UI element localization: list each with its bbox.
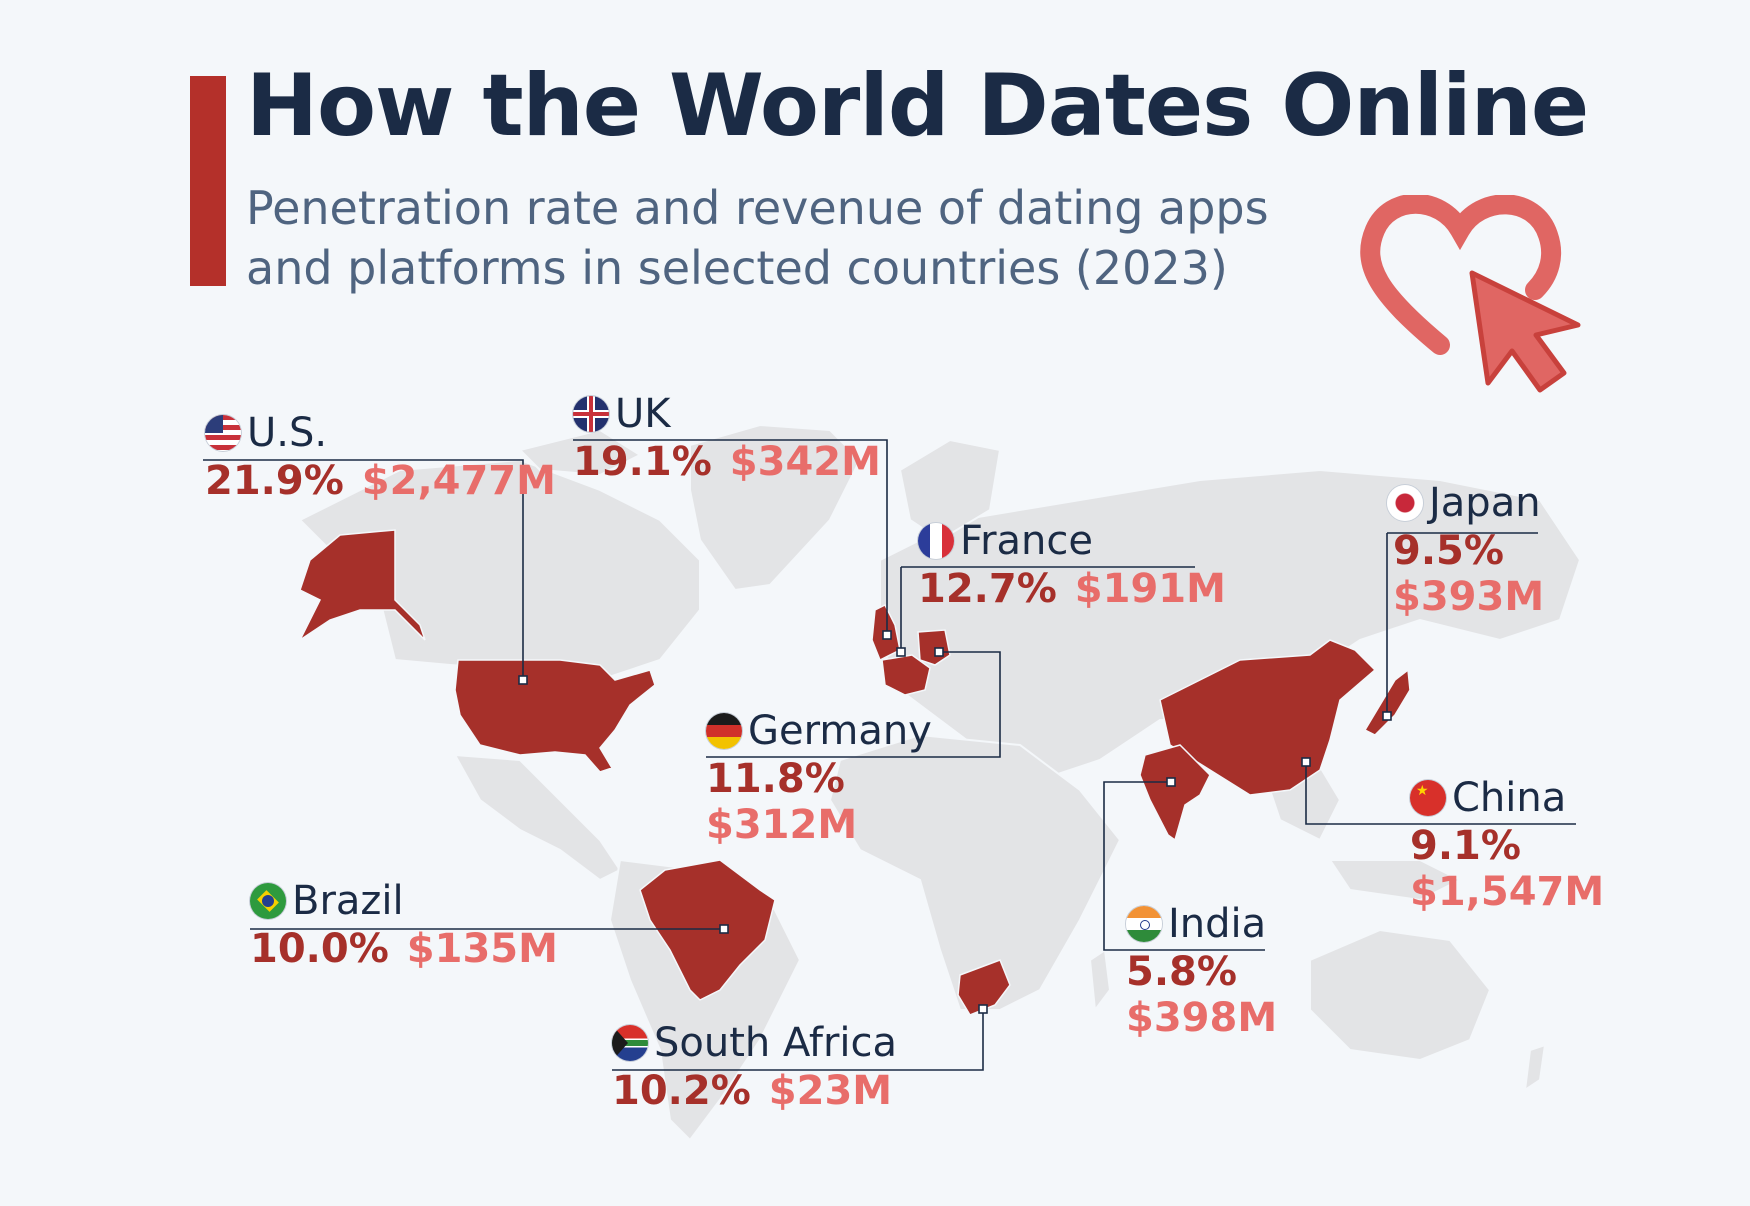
revenue: $191M — [1074, 566, 1226, 612]
leader-markers — [518, 630, 1392, 1014]
penetration-rate: 21.9% — [205, 458, 344, 504]
country-label-brazil: Brazil 10.0% $135M — [250, 878, 558, 972]
south-africa-flag-icon — [612, 1025, 648, 1061]
india-flag-icon — [1126, 906, 1162, 942]
country-name: Germany — [748, 708, 932, 754]
germany-flag-icon — [706, 713, 742, 749]
page-subtitle: Penetration rate and revenue of dating a… — [246, 181, 1269, 295]
country-name: South Africa — [654, 1020, 898, 1066]
country-name: UK — [615, 391, 671, 437]
revenue: $1,547M — [1410, 869, 1605, 915]
brazil-flag-icon — [250, 883, 286, 919]
penetration-rate: 10.0% — [250, 926, 389, 972]
heart-cursor-icon — [1360, 195, 1581, 393]
map-land-background — [298, 423, 1582, 1142]
penetration-rate: 11.8% — [706, 756, 845, 802]
country-shape-brazil — [639, 859, 776, 1001]
country-label-china: ★ China 9.1% $1,547M — [1410, 775, 1604, 915]
page-title: How the World Dates Online — [246, 56, 1589, 156]
revenue: $23M — [768, 1068, 893, 1114]
country-label-south-africa: South Africa 10.2% $23M — [612, 1020, 897, 1114]
revenue: $2,477M — [361, 458, 556, 504]
uk-flag-icon — [573, 396, 609, 432]
penetration-rate: 19.1% — [573, 439, 712, 485]
revenue: $342M — [729, 439, 881, 485]
country-label-india: India 5.8% $398M — [1126, 901, 1277, 1041]
country-label-germany: Germany 11.8% $312M — [706, 708, 932, 848]
country-shape-alaska — [298, 529, 426, 643]
title-accent-bar — [190, 76, 226, 286]
country-name: U.S. — [247, 410, 328, 456]
country-label-japan: Japan 9.5% $393M — [1387, 480, 1544, 620]
country-name: India — [1168, 901, 1267, 947]
revenue: $312M — [706, 802, 858, 848]
leader-lines — [203, 439, 1576, 1071]
country-label-us: U.S. 21.9% $2,477M — [205, 410, 556, 504]
country-name: France — [960, 518, 1094, 564]
japan-flag-icon — [1387, 485, 1423, 521]
country-shape-china — [1159, 639, 1377, 796]
us-flag-icon — [205, 415, 241, 451]
country-label-france: France 12.7% $191M — [918, 518, 1226, 612]
country-shape-south-africa — [957, 959, 1011, 1016]
country-name: Brazil — [292, 878, 404, 924]
country-label-uk: UK 19.1% $342M — [573, 391, 881, 485]
highlighted-countries — [298, 529, 1411, 1016]
country-name: China — [1452, 775, 1567, 821]
france-flag-icon — [918, 523, 954, 559]
penetration-rate: 5.8% — [1126, 949, 1237, 995]
china-flag-icon: ★ — [1410, 780, 1446, 816]
penetration-rate: 9.5% — [1393, 528, 1504, 574]
country-name: Japan — [1429, 480, 1541, 526]
penetration-rate: 10.2% — [612, 1068, 751, 1114]
country-shape-india — [1139, 744, 1211, 842]
country-shape-france — [881, 654, 931, 696]
country-shape-us — [454, 659, 656, 773]
revenue: $398M — [1126, 995, 1278, 1041]
revenue: $393M — [1393, 574, 1545, 620]
penetration-rate: 9.1% — [1410, 823, 1521, 869]
penetration-rate: 12.7% — [918, 566, 1057, 612]
revenue: $135M — [406, 926, 558, 972]
